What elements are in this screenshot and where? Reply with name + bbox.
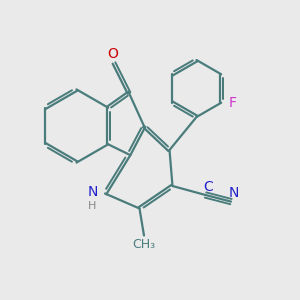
Text: H: H xyxy=(88,201,97,211)
Text: N: N xyxy=(228,186,239,200)
Text: N: N xyxy=(87,185,98,199)
Text: CH₃: CH₃ xyxy=(132,238,156,251)
Text: C: C xyxy=(203,180,213,194)
Text: F: F xyxy=(229,96,237,110)
Text: O: O xyxy=(107,47,118,61)
